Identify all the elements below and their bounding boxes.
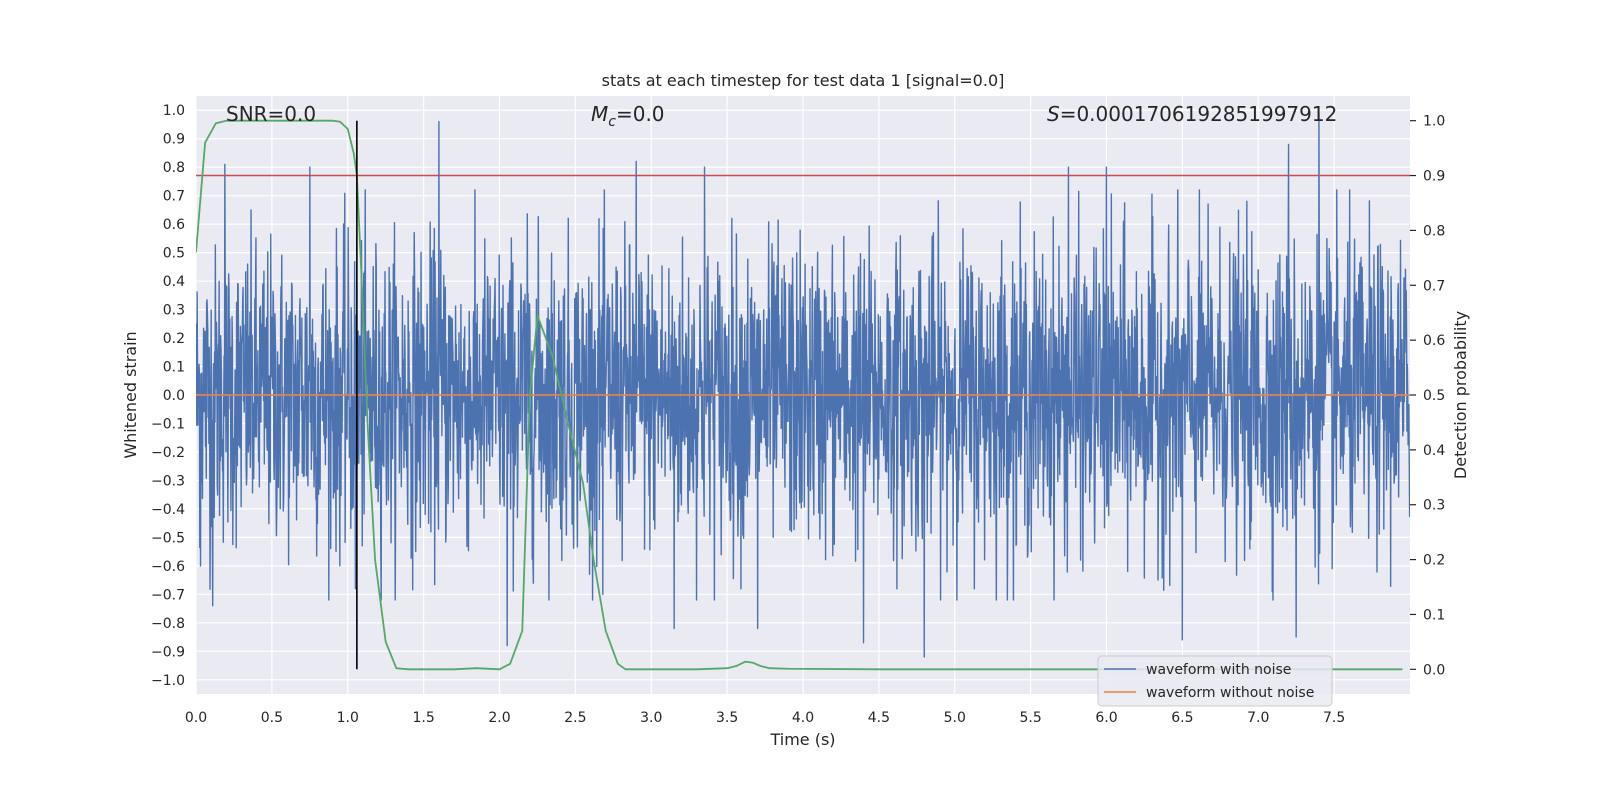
y-axis-ticks: 1.0 0.9 0.8 0.7 0.6 0.5 0.4 0.3 0.2 0.1 0.0 −0.1 −0.…	[151, 103, 185, 689]
legend-box	[1097, 655, 1333, 707]
series-detection-probability	[196, 119, 1403, 671]
y2-axis-label: Detection probability	[1451, 311, 1470, 479]
series-waveform-with-noise	[196, 112, 1410, 658]
y-tick-label: 0.8	[163, 160, 185, 176]
x-tick-label: 0.5	[261, 710, 283, 726]
y-tick-label: −0.2	[151, 445, 185, 461]
x-tick-label: 7.5	[1323, 710, 1345, 726]
y2-tick-label: 0.6	[1423, 333, 1445, 349]
y-tick-label: 0.6	[163, 217, 185, 233]
y2-tick-label: 0.9	[1423, 169, 1445, 185]
y-tick-label: −0.8	[151, 616, 185, 632]
x-tick-label: 6.5	[1171, 710, 1193, 726]
chart-title: stats at each timestep for test data 1 […	[602, 71, 1005, 90]
x-tick-label: 3.0	[640, 710, 662, 726]
snr-annotation: SNR=0.0	[226, 102, 316, 126]
legend-label-clean: waveform without noise	[1146, 685, 1314, 701]
x-tick-label: 3.5	[716, 710, 738, 726]
mc-annotation: Mc=0.0	[591, 102, 665, 130]
x-tick-label: 7.0	[1247, 710, 1269, 726]
y2-tick-label: 0.1	[1423, 607, 1445, 623]
y-tick-label: 0.1	[163, 360, 185, 376]
noise-waveform-path	[196, 112, 1410, 658]
y-tick-label: 0.2	[163, 331, 185, 347]
legend-label-noise: waveform with noise	[1146, 662, 1291, 678]
x-tick-label: 1.0	[337, 710, 359, 726]
s-annotation: S=0.0001706192851997912	[1047, 102, 1337, 126]
x-tick-label: 2.5	[564, 710, 586, 726]
y-tick-label: −0.4	[151, 502, 185, 518]
y-tick-label: −0.9	[151, 644, 185, 660]
y2-axis-ticks: 1.0 0.9 0.8 0.7 0.6 0.5 0.4 0.3 0.2 0.1 0.0	[1410, 114, 1445, 678]
probability-path	[196, 119, 1403, 671]
y2-tick-label: 0.7	[1423, 278, 1445, 294]
x-tick-label: 2.0	[488, 710, 510, 726]
y-tick-label: 0.9	[163, 132, 185, 148]
x-tick-label: 1.5	[412, 710, 434, 726]
x-tick-label: 5.5	[1019, 710, 1041, 726]
y2-tick-label: 0.5	[1423, 388, 1445, 404]
y-tick-label: −0.7	[151, 587, 185, 603]
y-tick-label: 0.0	[163, 388, 185, 404]
y-tick-label: −0.3	[151, 473, 185, 489]
y-tick-label: 0.5	[163, 246, 185, 262]
x-axis-label: Time (s)	[769, 730, 835, 749]
y-tick-label: 0.4	[163, 274, 185, 290]
y2-tick-label: 0.0	[1423, 662, 1445, 678]
y-tick-label: 1.0	[163, 103, 185, 119]
y2-tick-label: 0.2	[1423, 553, 1445, 569]
y2-tick-label: 0.8	[1423, 223, 1445, 239]
x-tick-label: 6.0	[1095, 710, 1117, 726]
y-tick-label: 0.3	[163, 303, 185, 319]
y-tick-label: −0.5	[151, 530, 185, 546]
x-axis-ticks: 0.0 0.5 1.0 1.5 2.0 2.5 3.0 3.5 4.0 4.5 5.0 5.5 6.0 6…	[185, 710, 1345, 726]
y-tick-label: 0.7	[163, 189, 185, 205]
y2-tick-label: 0.4	[1423, 443, 1445, 459]
y-tick-label: −0.1	[151, 416, 185, 432]
y2-tick-label: 0.3	[1423, 498, 1445, 514]
legend: waveform with noise waveform without noi…	[1097, 655, 1333, 707]
y-axis-label: Whitened strain	[121, 331, 140, 458]
x-tick-label: 4.5	[868, 710, 890, 726]
x-tick-label: 5.0	[944, 710, 966, 726]
y2-tick-label: 1.0	[1423, 114, 1445, 130]
x-tick-label: 0.0	[185, 710, 207, 726]
y-tick-label: −1.0	[151, 673, 185, 689]
y-tick-label: −0.6	[151, 559, 185, 575]
x-tick-label: 4.0	[792, 710, 814, 726]
